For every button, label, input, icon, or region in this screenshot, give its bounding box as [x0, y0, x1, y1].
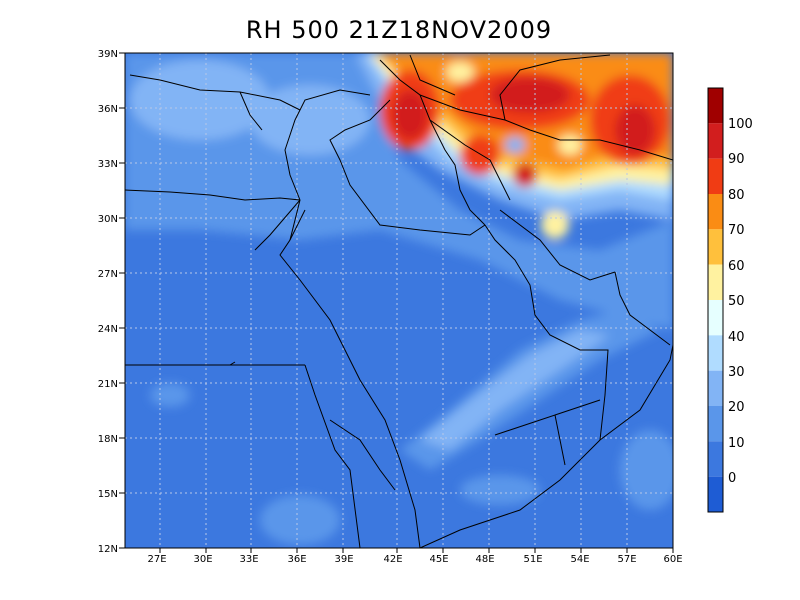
- colorbar-swatch: [708, 335, 723, 371]
- lon-label: 57E: [617, 554, 636, 565]
- colorbar-label: 70: [728, 223, 745, 238]
- colorbar-label: 50: [728, 294, 745, 309]
- colorbar-frame: [707, 87, 724, 513]
- lat-label: 15N: [98, 489, 118, 500]
- lat-label: 24N: [98, 324, 118, 335]
- lon-label: 33E: [239, 554, 258, 565]
- lon-label: 51E: [523, 554, 542, 565]
- lon-label: 42E: [383, 554, 402, 565]
- colorbar-swatch: [708, 194, 723, 230]
- colorbar-swatch: [708, 370, 723, 406]
- lat-label: 21N: [98, 379, 118, 390]
- lon-label: 60E: [663, 554, 682, 565]
- colorbar-swatch: [708, 406, 723, 442]
- colorbar-label: 10: [728, 436, 745, 451]
- lon-label: 30E: [193, 554, 212, 565]
- lon-label: 48E: [475, 554, 494, 565]
- longitude-labels: 27E 30E 33E 36E 39E 42E 45E 48E 51E 54E …: [147, 554, 682, 565]
- colorbar-label: 60: [728, 259, 745, 274]
- colorbar-label: 0: [728, 471, 737, 486]
- colorbar-swatch: [708, 441, 723, 477]
- colorbar-label: 90: [728, 152, 745, 167]
- colorbar-label: 30: [728, 365, 745, 380]
- lat-label: 36N: [98, 104, 118, 115]
- lon-label: 45E: [429, 554, 448, 565]
- latitude-labels: 39N 36N 33N 30N 27N 24N 21N 18N 15N 12N: [98, 49, 118, 555]
- lat-label: 39N: [98, 49, 118, 60]
- colorbar-label: 80: [728, 188, 745, 203]
- lon-label: 39E: [334, 554, 353, 565]
- humidity-field: [125, 53, 673, 548]
- colorbar-swatch: [708, 123, 723, 159]
- lat-label: 30N: [98, 214, 118, 225]
- lat-label: 33N: [98, 159, 118, 170]
- map-title: RH 500 21Z18NOV2009: [245, 16, 553, 44]
- colorbar-label: 100: [728, 117, 753, 132]
- colorbar-label: 20: [728, 400, 745, 415]
- lat-label: 18N: [98, 434, 118, 445]
- colorbar: [707, 87, 724, 513]
- lat-label: 27N: [98, 269, 118, 280]
- map-frame: [124, 52, 674, 549]
- colorbar-swatch: [708, 264, 723, 300]
- lon-label: 27E: [147, 554, 166, 565]
- colorbar-swatch: [708, 300, 723, 336]
- lon-label: 36E: [287, 554, 306, 565]
- colorbar-swatch: [708, 229, 723, 265]
- colorbar-swatch: [708, 158, 723, 194]
- graticule: [125, 53, 673, 548]
- colorbar-swatch: [708, 476, 723, 512]
- colorbar-swatch: [708, 88, 723, 124]
- lon-label: 54E: [570, 554, 589, 565]
- colorbar-label: 40: [728, 330, 745, 345]
- lat-label: 12N: [98, 544, 118, 555]
- coastlines-and-borders: [125, 54, 673, 548]
